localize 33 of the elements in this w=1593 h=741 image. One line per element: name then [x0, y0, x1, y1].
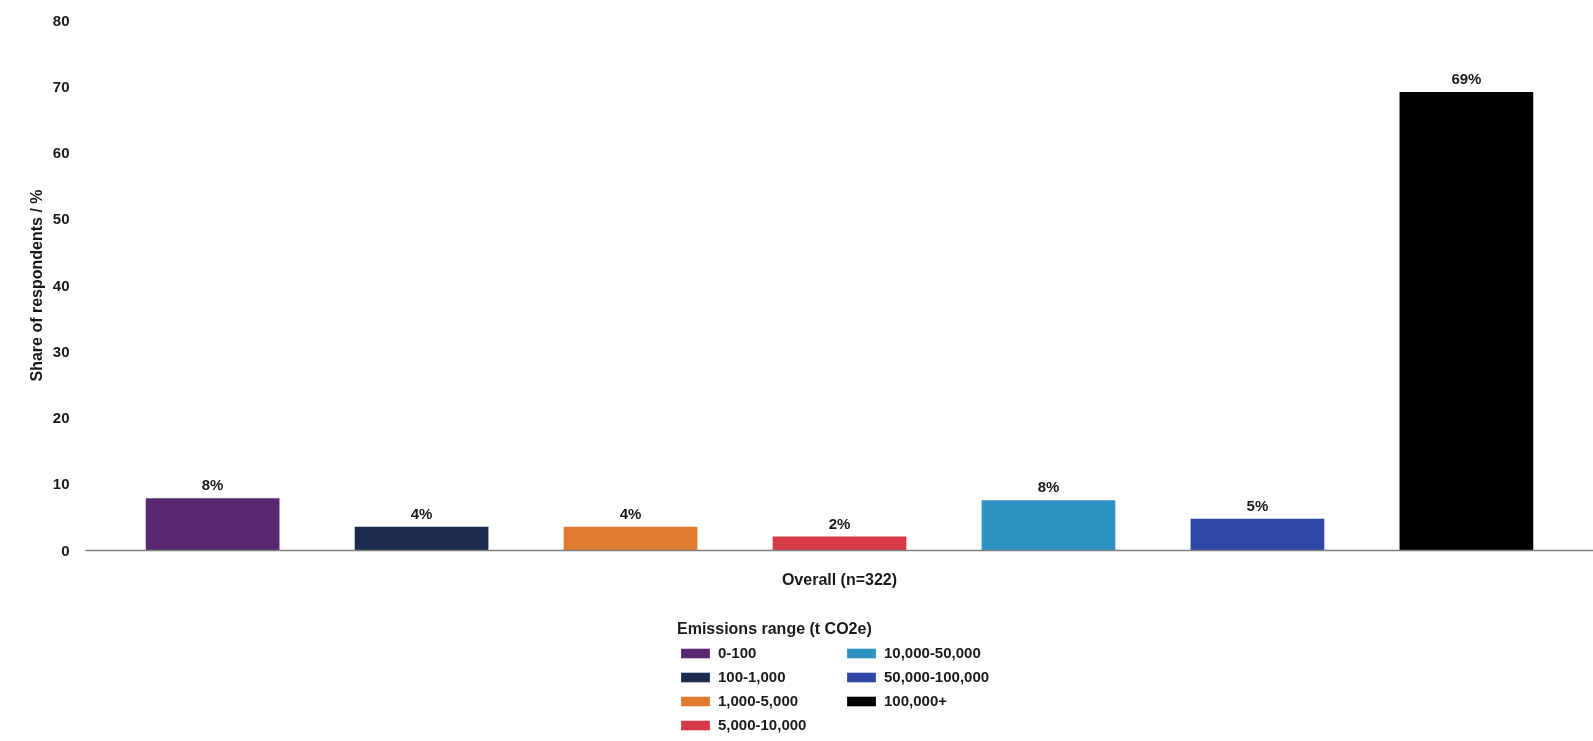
legend-label: 50,000-100,000	[884, 668, 991, 685]
bar	[981, 500, 1116, 551]
data-label: 5%	[1246, 496, 1269, 514]
data-label: 4%	[410, 504, 433, 522]
legend-label: 1,000-5,000	[718, 692, 800, 709]
data-label: 69%	[1451, 70, 1482, 88]
legend-title: Emissions range (t CO2e)	[677, 620, 873, 638]
y-tick-label: 0	[61, 541, 70, 559]
y-tick-label: 10	[52, 475, 70, 493]
y-tick-label: 60	[52, 144, 70, 161]
bar	[1190, 518, 1325, 551]
data-label: 2%	[828, 514, 851, 532]
y-tick-label: 80	[52, 11, 70, 29]
bar	[145, 498, 280, 551]
legend-label: 5,000-10,000	[718, 716, 808, 733]
x-tick-label: Overall (n=322)	[781, 570, 898, 588]
y-tick-label: 20	[52, 409, 70, 426]
bar	[563, 526, 698, 551]
y-tick-label: 50	[52, 210, 70, 228]
y-tick-label: 40	[52, 276, 70, 294]
legend-label: 0-100	[718, 644, 758, 661]
legend-label: 10,000-50,000	[884, 644, 982, 661]
legend-label: 100-1,000	[718, 668, 787, 685]
data-label: 4%	[619, 504, 642, 522]
data-label: 8%	[1037, 478, 1060, 496]
bar	[772, 536, 907, 551]
data-label: 8%	[201, 476, 224, 494]
bar	[1399, 92, 1534, 551]
legend-label: 100,000+	[884, 692, 948, 709]
bar	[354, 526, 489, 551]
y-tick-label: 70	[52, 77, 70, 95]
y-tick-label: 30	[52, 342, 70, 360]
y-axis-title: Share of respondents / %	[27, 189, 45, 382]
